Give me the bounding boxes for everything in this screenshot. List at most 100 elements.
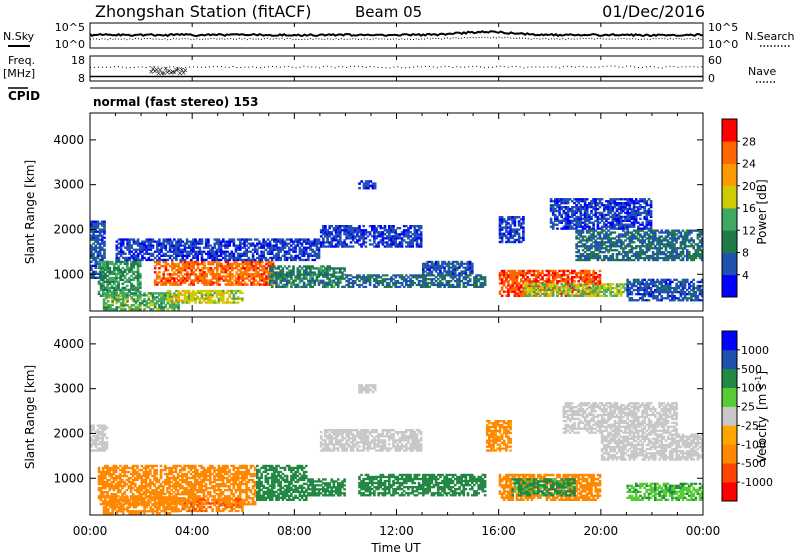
power-cell-5	[201, 255, 204, 257]
power-cell-10	[448, 261, 451, 263]
power-cell-5	[186, 238, 189, 240]
power-cell-4	[188, 290, 191, 292]
power-cell-14	[597, 204, 600, 206]
power-cell-5	[262, 238, 265, 240]
power-cell-6	[311, 265, 314, 267]
power-cell-14	[586, 224, 589, 226]
power-cell-3	[235, 261, 238, 263]
power-cell-12	[548, 276, 551, 278]
power-cell-5	[156, 247, 159, 249]
power-cell-11	[518, 216, 521, 218]
power-cell-4	[192, 296, 195, 298]
power-cell-0	[94, 267, 97, 269]
power-cell-12	[501, 295, 504, 297]
power-cell-5	[182, 257, 185, 259]
power-cell-9	[424, 276, 427, 278]
power-cell-1	[117, 281, 120, 283]
nsky-label: N.Sky	[3, 30, 35, 43]
power-cell-13	[605, 295, 608, 297]
power-cell-5	[301, 243, 304, 245]
power-cell-6	[341, 271, 344, 273]
power-cell-5	[282, 238, 285, 240]
power-cell-9	[458, 278, 461, 280]
power-cell-2	[143, 308, 146, 310]
power-cell-5	[267, 238, 270, 240]
power-cell-1	[98, 265, 101, 267]
power-cell-13	[582, 287, 585, 289]
power-cell-9	[458, 276, 461, 278]
power-cell-0	[103, 225, 106, 227]
power-cell-5	[122, 251, 125, 253]
power-cell-5	[216, 253, 219, 255]
power-cell-5	[245, 253, 248, 255]
power-cell-6	[299, 276, 302, 278]
power-cell-14	[584, 200, 587, 202]
power-cell-1	[132, 273, 135, 275]
power-cell-13	[550, 291, 553, 293]
power-cell-4	[226, 300, 229, 302]
power-cell-13	[577, 287, 580, 289]
power-cell-0	[92, 243, 95, 245]
power-cell-4	[171, 300, 174, 302]
power-cell-5	[265, 257, 268, 259]
power-cell-1	[122, 283, 125, 285]
power-cell-7	[369, 231, 372, 233]
power-cell-9	[448, 282, 451, 284]
power-cell-0	[103, 257, 106, 259]
power-cell-7	[394, 239, 397, 241]
power-cell-10	[454, 270, 457, 272]
power-cell-9	[384, 280, 387, 282]
power-cell-6	[314, 282, 317, 284]
power-cell-12	[554, 270, 557, 272]
power-cell-8	[374, 182, 377, 185]
power-cell-9	[467, 282, 470, 284]
power-cell-1	[139, 277, 142, 279]
power-cell-14	[641, 222, 644, 224]
power-cell-5	[314, 259, 317, 261]
power-cell-1	[113, 265, 116, 267]
power-cell-5	[248, 247, 251, 249]
power-cell-14	[592, 224, 595, 226]
power-cell-8	[358, 182, 361, 185]
power-cell-13	[582, 291, 585, 293]
power-cell-5	[118, 257, 121, 259]
power-cell-7	[326, 239, 329, 241]
power-cell-15	[575, 247, 578, 249]
power-cell-13	[541, 287, 544, 289]
power-cell-7	[418, 229, 421, 231]
power-cell-14	[643, 206, 646, 208]
power-cell-13	[550, 287, 553, 289]
power-cell-11	[514, 220, 517, 222]
power-cell-13	[622, 285, 625, 287]
power-cell-5	[267, 259, 270, 261]
power-cell-0	[99, 253, 102, 255]
power-cell-11	[514, 218, 517, 220]
power-cell-4	[237, 302, 240, 304]
power-cell-1	[109, 283, 112, 285]
power-cell-5	[171, 255, 174, 257]
power-cell-5	[165, 247, 168, 249]
power-cell-1	[122, 273, 125, 275]
power-cell-14	[639, 204, 642, 206]
power-cell-11	[501, 216, 504, 218]
power-cell-0	[94, 265, 97, 267]
power-cell-3	[231, 273, 234, 275]
power-cell-4	[169, 302, 172, 304]
power-cell-7	[322, 237, 325, 239]
power-cell-7	[339, 231, 342, 233]
power-cell-6	[290, 276, 293, 278]
power-cell-14	[641, 224, 644, 226]
power-cell-11	[522, 226, 525, 228]
power-cell-0	[92, 253, 95, 255]
power-cell-7	[407, 229, 410, 231]
power-cell-4	[196, 296, 199, 298]
power-cell-13	[616, 287, 619, 289]
power-cell-0	[94, 249, 97, 251]
power-cell-14	[580, 210, 583, 212]
power-cell-1	[137, 267, 140, 269]
power-cell-5	[171, 259, 174, 261]
power-cell-2	[122, 306, 125, 308]
power-cell-5	[262, 251, 265, 253]
nsky-trace	[90, 31, 703, 36]
